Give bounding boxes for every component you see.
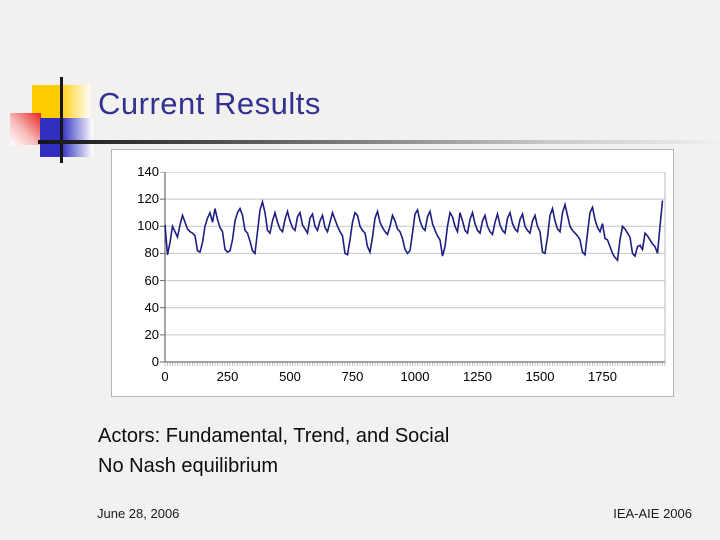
vertical-rule-decoration bbox=[60, 77, 63, 163]
line-chart-panel: 0 20 40 60 80 100 120 140 0 250 500 750 1000 1250 1500… bbox=[111, 149, 674, 397]
slide-title: Current Results bbox=[98, 86, 321, 121]
x-tick-label: 1000 bbox=[400, 369, 430, 384]
y-tick-label: 60 bbox=[144, 272, 159, 288]
y-tick-label: 20 bbox=[144, 326, 159, 342]
price-time-series-chart bbox=[160, 172, 666, 366]
body-line-nash: No Nash equilibrium bbox=[98, 455, 279, 477]
blue-square-decoration bbox=[40, 118, 93, 157]
x-tick-label: 0 bbox=[161, 369, 169, 384]
body-text-block: Actors: Fundamental, Trend, and Social N… bbox=[98, 421, 449, 481]
y-tick-label: 120 bbox=[137, 191, 159, 207]
x-tick-label: 250 bbox=[216, 369, 239, 384]
slide-footer: June 28, 2006 IEA-AIE 2006 bbox=[97, 506, 692, 521]
body-line-actors: Actors: Fundamental, Trend, and Social bbox=[98, 425, 450, 447]
x-tick-label: 1500 bbox=[525, 369, 555, 384]
red-square-decoration bbox=[10, 113, 41, 145]
footer-conference: IEA-AIE 2006 bbox=[613, 506, 692, 521]
footer-date: June 28, 2006 bbox=[97, 506, 180, 521]
title-underline-rule bbox=[38, 140, 720, 144]
x-tick-label: 1250 bbox=[463, 369, 492, 384]
y-tick-label: 80 bbox=[144, 245, 159, 261]
y-tick-label: 140 bbox=[137, 164, 159, 179]
x-tick-label: 500 bbox=[279, 369, 301, 384]
y-tick-label: 100 bbox=[137, 218, 159, 234]
x-tick-label: 750 bbox=[341, 369, 364, 384]
y-tick-label: 40 bbox=[144, 299, 159, 315]
price-series-line bbox=[164, 198, 664, 263]
x-tick-label: 1750 bbox=[588, 369, 617, 384]
y-tick-label: 0 bbox=[151, 354, 159, 369]
